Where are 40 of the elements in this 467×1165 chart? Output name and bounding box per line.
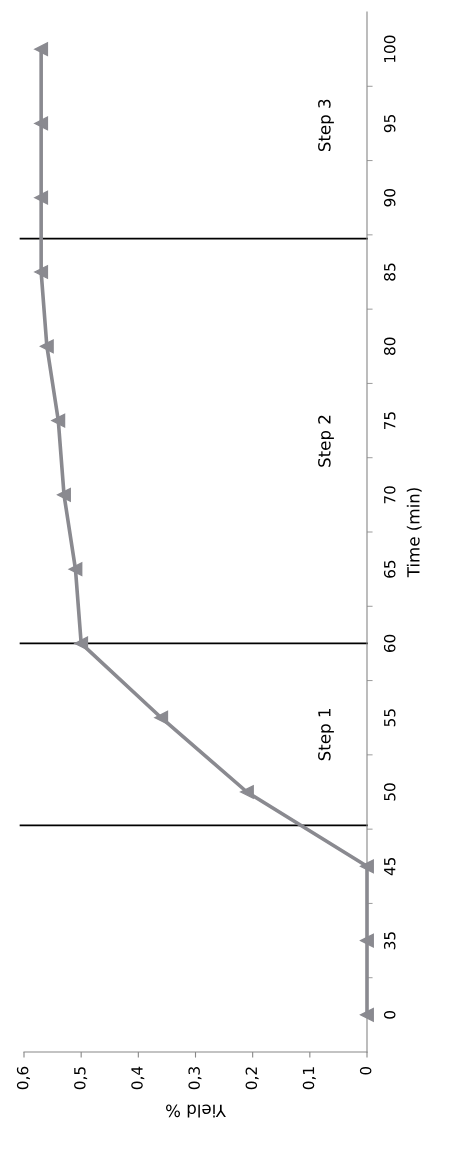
point — [360, 933, 374, 948]
y-tick-label: 65 — [383, 560, 396, 578]
point — [240, 785, 254, 799]
x-tick-label: 0,2 — [245, 1067, 259, 1090]
x-tick-label: 0,4 — [131, 1066, 145, 1090]
annotation: Step 3 — [318, 99, 334, 152]
x-tick-label: 0,6 — [16, 1066, 30, 1090]
y-tick-label: 70 — [383, 486, 396, 504]
point — [57, 487, 71, 502]
point — [154, 710, 169, 725]
y-tick-label: 60 — [383, 634, 396, 653]
point — [34, 116, 49, 131]
point — [34, 42, 49, 57]
y-tick-label: 0 — [383, 1011, 396, 1019]
point — [39, 339, 54, 354]
y-axis-title: Time (min) — [406, 488, 422, 578]
point — [68, 562, 83, 577]
y-tick-label: 95 — [383, 115, 396, 133]
point — [74, 636, 89, 651]
y-tick-label: 90 — [383, 189, 396, 207]
y-tick-label: 75 — [384, 412, 396, 430]
annotation: Step 2 — [318, 415, 334, 467]
point — [360, 1007, 374, 1022]
x-tick-label: 0,1 — [302, 1067, 316, 1090]
y-tick-label: 80 — [383, 337, 396, 355]
y-tick-label: 35 — [383, 932, 396, 950]
y-tick-label: 55 — [384, 709, 396, 727]
y-tick-label: 85 — [383, 263, 396, 281]
point — [360, 859, 374, 874]
point — [34, 190, 49, 205]
annotation: Step 1 — [318, 709, 334, 761]
x-axis-title: Yield % — [166, 1104, 226, 1118]
x-tick-label: 0,5 — [74, 1067, 88, 1090]
x-tick-label: 0 — [359, 1066, 372, 1075]
point — [34, 265, 49, 279]
point — [51, 413, 66, 428]
x-tick-label: 0,3 — [188, 1067, 202, 1090]
y-tick-label: 45 — [384, 857, 396, 876]
y-tick-label: 100 — [383, 35, 396, 63]
y-tick-label: 50 — [383, 783, 396, 801]
